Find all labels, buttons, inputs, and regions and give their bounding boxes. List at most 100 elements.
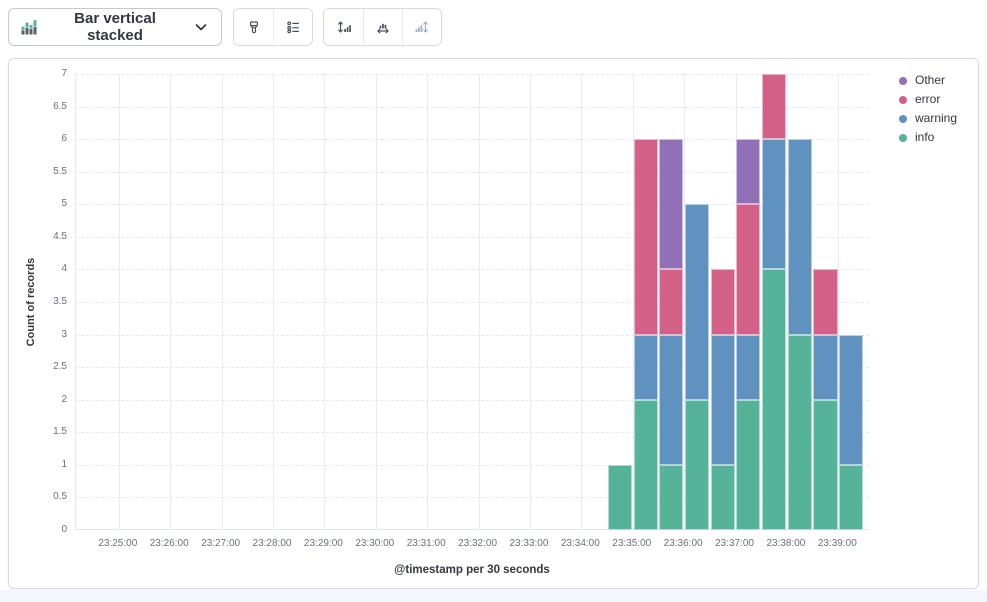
bar-segment-warning[interactable]: [633, 334, 658, 400]
legend-label: warning: [915, 111, 958, 125]
vertical-gridline: [838, 74, 840, 529]
bar-segment-info[interactable]: [839, 464, 864, 530]
x-tick-label: 23:26:00: [149, 538, 189, 549]
x-tick-label: 23:29:00: [303, 538, 343, 549]
x-tick-label: 23:38:00: [766, 538, 806, 549]
horizontal-gridline: [76, 497, 869, 499]
y-tick-label: 1: [61, 458, 67, 470]
bar-segment-info[interactable]: [684, 399, 710, 530]
horizontal-gridline: [76, 139, 869, 141]
y-tick-label: 1.5: [53, 426, 67, 438]
y-tick-label: 2.5: [53, 361, 67, 373]
brush-icon: [246, 19, 262, 35]
x-tick-label: 23:37:00: [715, 538, 754, 549]
horizontal-gridline: [76, 171, 869, 173]
y-tick-label: 4.5: [53, 230, 67, 242]
bar-segment-info[interactable]: [659, 464, 684, 530]
right-axis-button: [402, 9, 441, 45]
bar-segment-info[interactable]: [736, 399, 761, 530]
right-axis-icon: [414, 19, 430, 35]
visual-options-button[interactable]: [234, 9, 273, 45]
bar-segment-warning[interactable]: [839, 334, 864, 465]
bar-segment-warning[interactable]: [710, 334, 735, 465]
legend-settings-button[interactable]: [273, 9, 312, 45]
bar-segment-Other[interactable]: [659, 139, 684, 270]
legend-item-other[interactable]: Other: [899, 73, 957, 88]
bar-segment-warning[interactable]: [659, 334, 684, 465]
vertical-gridline: [118, 74, 120, 529]
vertical-gridline: [375, 74, 377, 529]
chart-type-switcher[interactable]: Bar vertical stacked: [8, 8, 222, 46]
bar-segment-info[interactable]: [710, 464, 735, 530]
horizontal-gridline: [76, 106, 869, 108]
bar-segment-error[interactable]: [736, 204, 761, 335]
bar-segment-warning[interactable]: [762, 139, 787, 270]
x-axis-tick-labels: 23:25:00 23:26:00 23:27:00 23:28:00 23:29:00…: [75, 538, 869, 552]
horizontal-gridline: [76, 302, 869, 303]
horizontal-gridline: [76, 269, 869, 271]
x-tick-label: 23:35:00: [612, 538, 652, 549]
bar-segment-warning[interactable]: [787, 139, 812, 335]
vertical-gridline: [427, 74, 429, 529]
bar-segment-Other[interactable]: [736, 139, 761, 205]
x-tick-label: 23:30:00: [355, 538, 395, 549]
vertical-gridline: [684, 74, 686, 529]
x-tick-label: 23:33:00: [509, 538, 549, 549]
bar-segment-info[interactable]: [762, 269, 787, 530]
legend-item-error[interactable]: error: [899, 92, 957, 107]
horizontal-gridline: [76, 204, 869, 206]
legend-label: Other: [915, 73, 946, 87]
style-button-group: [233, 8, 313, 46]
bar-segment-warning[interactable]: [813, 334, 838, 400]
bar-segment-error[interactable]: [710, 269, 735, 335]
x-tick-label: 23:39:00: [817, 538, 857, 549]
y-tick-label: 5.5: [53, 165, 67, 177]
y-axis-tick-labels: 0 0.5 1 1.5 2 2.5 3 3.5 4 4.5 5 5.5 6 6.5 7: [9, 68, 67, 535]
bar-segment-error[interactable]: [813, 269, 838, 335]
y-tick-label: 3.5: [53, 296, 67, 307]
bar-segment-warning[interactable]: [736, 334, 761, 400]
y-tick-label: 7: [61, 68, 67, 79]
vertical-gridline: [170, 74, 172, 529]
horizontal-gridline: [76, 334, 869, 336]
vertical-gridline: [478, 74, 480, 529]
legend-label: error: [915, 92, 941, 106]
x-tick-label: 23:27:00: [201, 538, 241, 549]
x-tick-label: 23:28:00: [252, 538, 292, 549]
bottom-axis-button[interactable]: [363, 9, 402, 45]
legend-list-icon: [285, 19, 301, 35]
y-tick-label: 5: [61, 198, 67, 210]
bar-segment-warning[interactable]: [684, 204, 710, 400]
legend-item-warning[interactable]: warning: [899, 111, 957, 126]
bar-segment-error[interactable]: [762, 74, 787, 140]
bar-segment-error[interactable]: [633, 139, 658, 335]
bar-segment-info[interactable]: [607, 464, 632, 530]
y-tick-label: 2: [61, 393, 67, 405]
horizontal-gridline: [76, 74, 869, 75]
left-axis-icon: [336, 19, 352, 35]
y-tick-label: 6.5: [53, 100, 67, 112]
chart-type-label: Bar vertical stacked: [74, 10, 156, 44]
chevron-down-icon: [193, 19, 209, 35]
vertical-gridline: [324, 74, 326, 529]
x-tick-label: 23:36:00: [663, 538, 703, 549]
x-tick-label: 23:34:00: [560, 538, 600, 549]
bottom-axis-icon: [375, 19, 391, 35]
bar-segment-info[interactable]: [787, 334, 812, 530]
axis-button-group: [323, 8, 442, 46]
legend-item-info[interactable]: info: [899, 130, 957, 145]
horizontal-gridline: [76, 432, 869, 434]
x-tick-label: 23:32:00: [458, 538, 498, 549]
horizontal-gridline: [76, 236, 869, 238]
y-tick-label: 0: [61, 524, 67, 535]
bar-segment-info[interactable]: [633, 399, 658, 530]
bar-segment-info[interactable]: [813, 399, 838, 530]
legend-label: info: [915, 130, 935, 144]
vertical-gridline: [786, 74, 788, 529]
vertical-gridline: [632, 74, 634, 529]
left-axis-button[interactable]: [324, 9, 363, 45]
bar-segment-error[interactable]: [659, 269, 684, 335]
y-tick-label: 4: [61, 263, 67, 275]
vertical-gridline: [221, 74, 223, 529]
